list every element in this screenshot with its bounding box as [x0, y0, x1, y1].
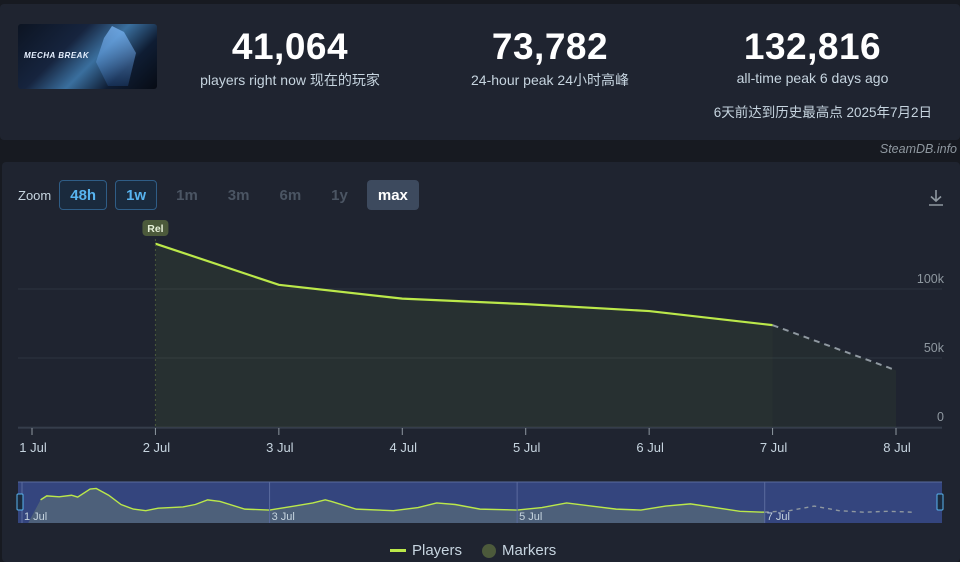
current-players-stat: 41,064 players right now 现在的玩家: [180, 26, 400, 90]
zoom-controls: Zoom 48h 1w 1m 3m 6m 1y max: [18, 180, 427, 210]
zoom-1y-button[interactable]: 1y: [331, 186, 348, 204]
release-marker-badge: [142, 220, 169, 236]
x-tick-label: 5 Jul: [513, 440, 541, 455]
steamdb-credit[interactable]: SteamDB.info: [879, 142, 957, 156]
mech-artwork: [96, 26, 136, 86]
current-players-value: 41,064: [231, 26, 349, 67]
24h-peak-value: 73,782: [491, 26, 609, 67]
navigator-tick-label: 5 Jul: [519, 511, 542, 523]
release-marker-label: Rel: [147, 223, 163, 235]
all-time-peak-stat: 132,816 all-time peak 6 days ago: [700, 26, 925, 86]
navigator-area: [22, 488, 765, 523]
y-tick-label: 50k: [924, 341, 945, 355]
navigator-line: [40, 487, 765, 513]
game-logo-text: MECHA BREAK: [24, 51, 90, 60]
navigator-right-handle[interactable]: [936, 493, 944, 511]
markers-legend-swatch[interactable]: [482, 543, 497, 558]
zoom-max-button[interactable]: max: [366, 180, 419, 210]
navigator-tick-label: 1 Jul: [24, 511, 47, 523]
x-tick-label: 8 Jul: [883, 440, 911, 455]
navigator-left-handle[interactable]: [16, 493, 24, 511]
stats-panel: MECHA BREAK 41,064 players right now 现在的…: [0, 4, 960, 140]
x-tick-label: 7 Jul: [760, 440, 788, 455]
game-thumbnail[interactable]: MECHA BREAK: [18, 24, 157, 89]
navigator-background: [18, 482, 942, 523]
all-time-peak-label: all-time peak 6 days ago: [736, 70, 889, 86]
y-tick-label: 0: [937, 410, 944, 424]
markers-legend-label[interactable]: Markers: [502, 542, 557, 559]
zoom-48h-button[interactable]: 48h: [59, 180, 108, 210]
player-count-chart: Rel 0 50k 100k 1 Jul 2 Jul 3 Jul 4 Jul 5 Jul 6 J…: [16, 220, 945, 523]
players-legend-label[interactable]: Players: [412, 542, 463, 559]
x-tick-label: 4 Jul: [390, 440, 418, 455]
24h-peak-stat: 73,782 24-hour peak 24小时高峰: [450, 26, 650, 90]
x-tick-label: 3 Jul: [266, 440, 294, 455]
zoom-3m-button[interactable]: 3m: [227, 186, 250, 204]
current-players-label: players right now 现在的玩家: [200, 72, 380, 88]
x-tick-label: 6 Jul: [636, 440, 664, 455]
y-tick-label: 100k: [917, 272, 945, 286]
players-area: [155, 243, 773, 427]
projected-area: [772, 325, 896, 427]
navigator-projection-line: [764, 505, 914, 513]
24h-peak-label: 24-hour peak 24小时高峰: [471, 72, 629, 88]
players-series-line: [155, 242, 773, 327]
chart-legend: Players Markers: [390, 542, 556, 559]
download-icon[interactable]: [926, 188, 946, 208]
x-tick-label: 2 Jul: [143, 440, 171, 455]
players-legend-swatch[interactable]: [390, 549, 406, 552]
x-tick-label: 1 Jul: [19, 440, 47, 455]
zoom-6m-button[interactable]: 6m: [279, 186, 302, 204]
all-time-peak-date: 6天前达到历史最高点 2025年7月2日: [713, 105, 932, 120]
all-time-peak-value: 132,816: [743, 26, 882, 67]
navigator-tick-label: 7 Jul: [767, 511, 790, 523]
zoom-label: Zoom: [18, 187, 52, 203]
chart-panel: Zoom 48h 1w 1m 3m 6m 1y max Rel 0 50k 100k…: [2, 162, 960, 562]
navigator-tick-label: 3 Jul: [272, 511, 295, 523]
zoom-1m-button[interactable]: 1m: [176, 186, 198, 204]
zoom-1w-button[interactable]: 1w: [115, 180, 158, 210]
